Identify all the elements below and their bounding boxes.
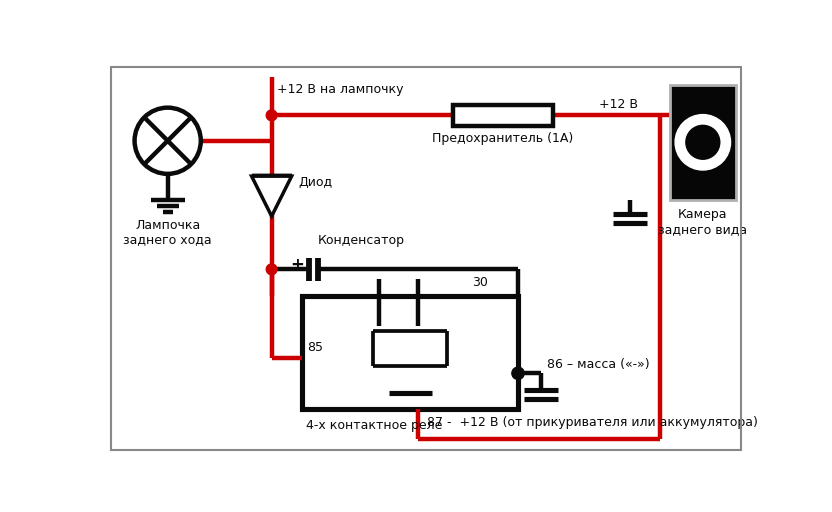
Text: 30: 30: [472, 275, 488, 288]
Text: Лампочка
заднего хода: Лампочка заднего хода: [123, 219, 212, 246]
Text: +12 В: +12 В: [599, 98, 638, 111]
Text: Диод: Диод: [299, 176, 333, 189]
Circle shape: [266, 110, 277, 121]
Circle shape: [686, 125, 720, 159]
Bar: [670, 84, 736, 200]
Bar: [453, 104, 552, 126]
Text: 85: 85: [307, 340, 323, 354]
Text: +: +: [290, 257, 304, 274]
Text: 86 – масса («-»): 86 – масса («-»): [547, 357, 650, 371]
Circle shape: [266, 264, 277, 275]
Circle shape: [675, 115, 730, 170]
Polygon shape: [251, 176, 292, 216]
Text: 4-х контактное реле: 4-х контактное реле: [306, 419, 443, 432]
Text: +12 В на лампочку: +12 В на лампочку: [277, 83, 404, 96]
Text: Конденсатор: Конденсатор: [318, 233, 405, 247]
Text: Предохранитель (1А): Предохранитель (1А): [432, 132, 573, 145]
Bar: [302, 296, 518, 410]
Text: 87 -  +12 В (от прикуривателя или аккумулятора): 87 - +12 В (от прикуривателя или аккумул…: [427, 416, 758, 429]
Circle shape: [512, 367, 524, 379]
Text: Камера
заднего вида: Камера заднего вида: [658, 208, 747, 236]
